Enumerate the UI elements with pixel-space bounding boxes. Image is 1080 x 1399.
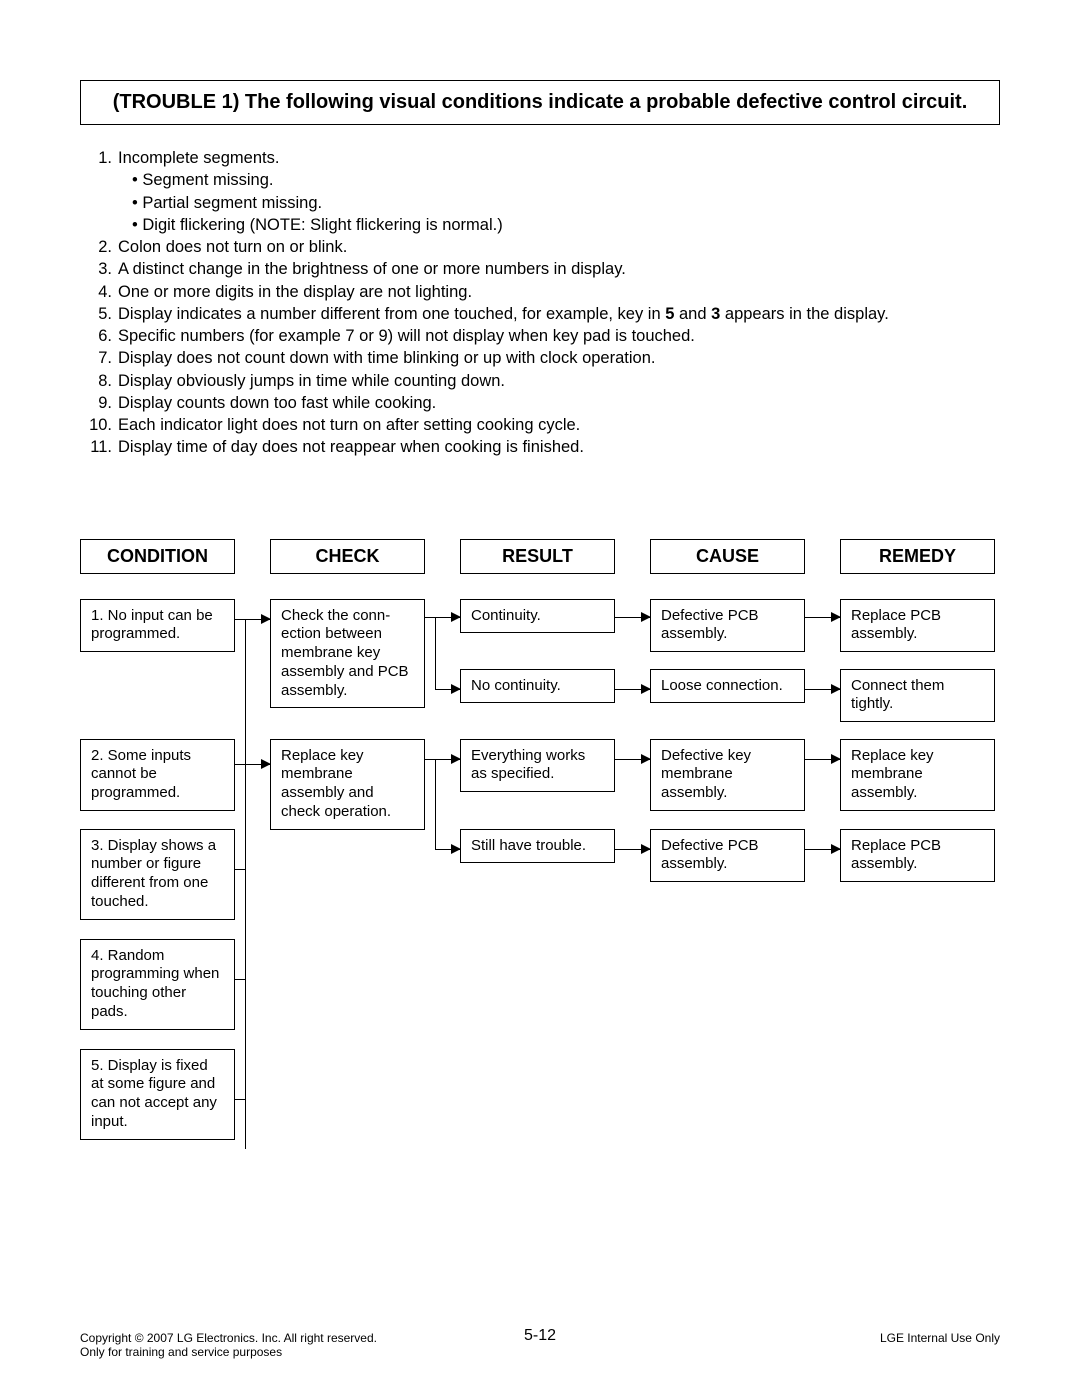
condition-box: 1. No input can be programmed. [80, 599, 235, 653]
num: 7. [84, 347, 112, 369]
item: Display time of day does not reappear wh… [118, 436, 584, 458]
arrow-icon [805, 689, 840, 690]
arrow-icon [805, 849, 840, 850]
item: Display obviously jumps in time while co… [118, 370, 505, 392]
header-condition: CONDITION [80, 539, 235, 574]
item: Specific numbers (for example 7 or 9) wi… [118, 325, 695, 347]
header-cause: CAUSE [650, 539, 805, 574]
item: Colon does not turn on or blink. [118, 236, 347, 258]
remedy-box: Replace PCB assembly. [840, 599, 995, 653]
cause-box: Defective PCB assembly. [650, 599, 805, 653]
arrow-icon [435, 759, 460, 760]
connector [425, 759, 435, 760]
remedy-box: Connect them tightly. [840, 669, 995, 723]
footer-right: LGE Internal Use Only [880, 1331, 1000, 1345]
arrow-icon [615, 759, 650, 760]
footer-left: Copyright © 2007 LG Electronics. Inc. Al… [80, 1331, 377, 1359]
num: 8. [84, 370, 112, 392]
header-check: CHECK [270, 539, 425, 574]
arrow-icon [245, 619, 270, 620]
condition-box: 3. Display shows a number or figure diff… [80, 829, 235, 920]
arrow-icon [435, 617, 460, 618]
header-result: RESULT [460, 539, 615, 574]
title-box: (TROUBLE 1) The following visual conditi… [80, 80, 1000, 125]
num: 2. [84, 236, 112, 258]
num: 6. [84, 325, 112, 347]
connector [425, 617, 435, 618]
num: 11. [84, 436, 112, 458]
arrow-icon [245, 764, 270, 765]
connector [245, 619, 246, 1149]
arrow-icon [615, 617, 650, 618]
arrow-icon [615, 689, 650, 690]
connector [235, 869, 245, 870]
condition-box: 4. Random programming when touching othe… [80, 939, 235, 1030]
arrow-icon [615, 849, 650, 850]
cause-box: Defective key membrane assembly. [650, 739, 805, 811]
item: Incomplete segments. [118, 147, 279, 169]
num: 10. [84, 414, 112, 436]
flowchart: CONDITION CHECK RESULT CAUSE REMEDY 1. N… [80, 539, 1000, 1239]
num: 5. [84, 303, 112, 325]
connector [235, 1099, 245, 1100]
condition-box: 2. Some inputs cannot be programmed. [80, 739, 235, 811]
trouble-list: 1. Incomplete segments. • Segment missing… [80, 147, 1000, 459]
header-remedy: REMEDY [840, 539, 995, 574]
item: Display does not count down with time bl… [118, 347, 655, 369]
connector [435, 759, 436, 849]
connector [235, 979, 245, 980]
arrow-icon [805, 617, 840, 618]
num: 4. [84, 281, 112, 303]
footer-page-number: 5-12 [524, 1327, 556, 1345]
num: 3. [84, 258, 112, 280]
item: Each indicator light does not turn on af… [118, 414, 580, 436]
connector [235, 619, 245, 620]
result-box: Continuity. [460, 599, 615, 634]
result-box: Everything works as specified. [460, 739, 615, 793]
title-text: (TROUBLE 1) The following visual conditi… [113, 91, 968, 113]
arrow-icon [435, 689, 460, 690]
item: One or more digits in the display are no… [118, 281, 472, 303]
cause-box: Loose connection. [650, 669, 805, 704]
connector [235, 764, 245, 765]
subitem: • Digit flickering (NOTE: Slight flicker… [132, 214, 1000, 236]
item: A distinct change in the brightness of o… [118, 258, 626, 280]
cause-box: Defective PCB assembly. [650, 829, 805, 883]
subitem: • Segment missing. [132, 169, 1000, 191]
num: 1. [84, 147, 112, 169]
check-box: Replace key membrane assembly and check … [270, 739, 425, 830]
subitem: • Partial segment missing. [132, 192, 1000, 214]
result-box: No continuity. [460, 669, 615, 704]
remedy-box: Replace key membrane assembly. [840, 739, 995, 811]
num: 9. [84, 392, 112, 414]
arrow-icon [435, 849, 460, 850]
item: Display counts down too fast while cooki… [118, 392, 436, 414]
arrow-icon [805, 759, 840, 760]
result-box: Still have trouble. [460, 829, 615, 864]
item: Display indicates a number different fro… [118, 303, 889, 325]
connector [435, 617, 436, 689]
condition-box: 5. Display is fixed at some figure and c… [80, 1049, 235, 1140]
remedy-box: Replace PCB assembly. [840, 829, 995, 883]
check-box: Check the conn-ection between membrane k… [270, 599, 425, 709]
